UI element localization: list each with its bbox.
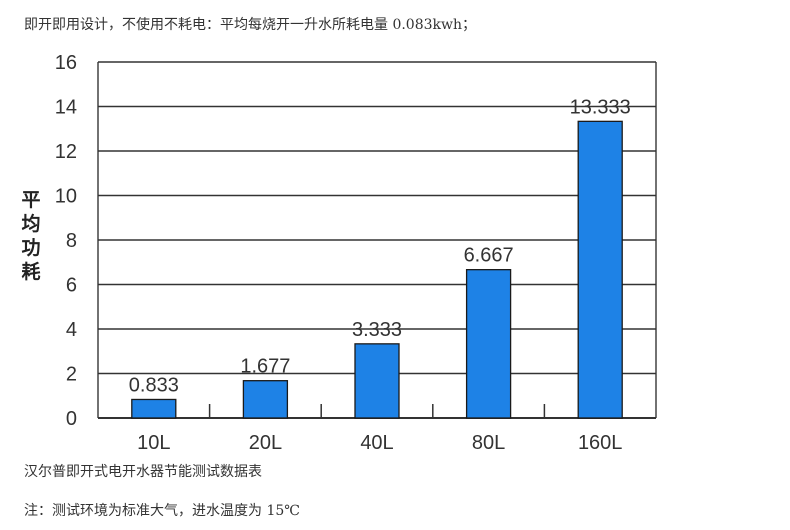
y-tick-label: 0	[66, 408, 77, 430]
y-tick-label: 6	[66, 275, 77, 297]
y-tick-label: 10	[55, 186, 77, 208]
data-label: 13.333	[570, 96, 631, 118]
data-label: 1.677	[240, 356, 290, 378]
bar-10L	[131, 398, 177, 419]
bar-20L	[242, 380, 289, 419]
y-tick-label: 16	[55, 52, 77, 74]
x-tick-label: 160L	[578, 432, 623, 454]
x-tick-label: 40L	[360, 432, 393, 454]
y-tick-label: 2	[66, 364, 77, 386]
y-tick-label: 4	[66, 319, 77, 341]
data-label: 6.667	[464, 245, 514, 267]
data-label: 3.333	[352, 319, 402, 341]
x-tick-label: 80L	[472, 432, 505, 454]
x-tick-label: 10L	[137, 432, 170, 454]
bar-160L	[577, 120, 623, 419]
header-text: 即开即用设计，不使用不耗电：平均每烧开一升水所耗电量 0.083kwh；	[24, 17, 477, 33]
y-tick-label: 12	[55, 141, 77, 163]
bar-40L	[354, 343, 400, 419]
x-tick-label: 20L	[249, 432, 282, 454]
chart-note: 注：测试环境为标准大气，进水温度为 15℃	[24, 503, 300, 519]
y-axis-label: 平均功耗	[21, 189, 41, 283]
y-tick-label: 8	[66, 230, 77, 252]
y-tick-label: 14	[55, 97, 77, 119]
chart-caption: 汉尔普即开式电开水器节能测试数据表	[24, 464, 262, 480]
bar-80L	[465, 269, 512, 419]
data-label: 0.833	[129, 374, 179, 396]
